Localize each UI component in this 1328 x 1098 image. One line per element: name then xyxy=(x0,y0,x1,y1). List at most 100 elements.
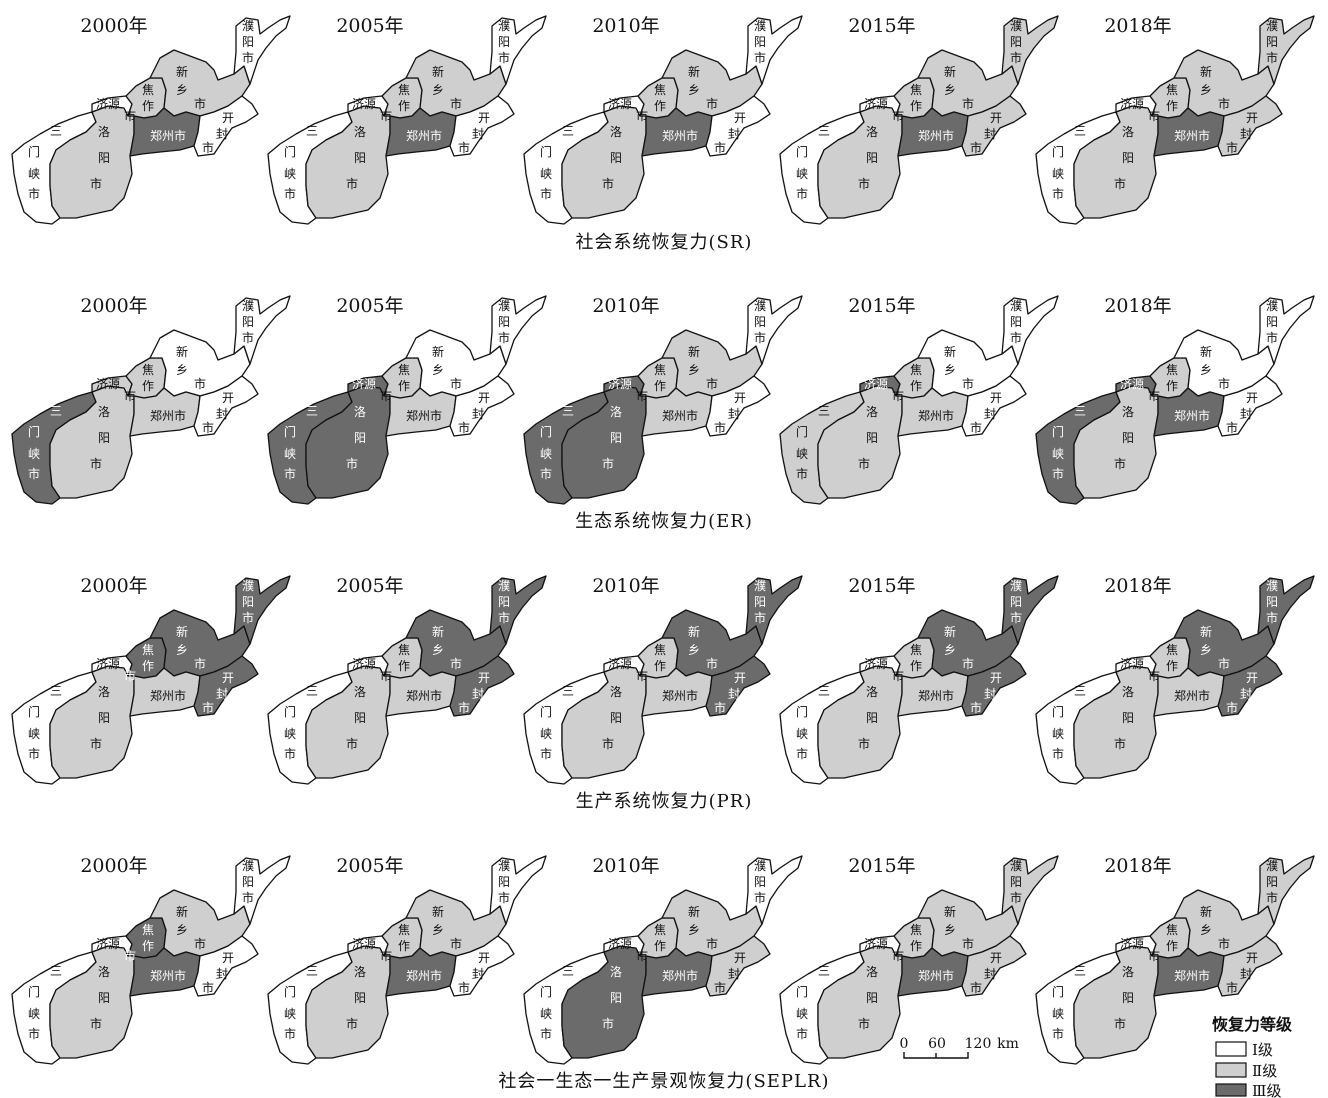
city-label-zhengzhou: 郑州市 xyxy=(918,408,954,423)
city-label-puyang: 濮 xyxy=(1266,858,1278,873)
city-label-jiaozuo: 作 xyxy=(654,939,666,953)
city-label-jiaozuo: 焦 xyxy=(398,83,410,97)
city-label-puyang: 濮 xyxy=(1010,298,1022,313)
city-label-xinxiang: 乡 xyxy=(176,83,188,97)
map-row-2: 三门峡市洛阳市济源焦作市新乡市郑州市开封市濮阳市2000年三门峡市洛阳市济源焦作… xyxy=(11,295,1315,532)
city-label-sanmenxia: 三 xyxy=(818,684,830,698)
city-label-luoyang: 阳 xyxy=(610,431,622,445)
city-label-luoyang: 洛 xyxy=(866,404,878,419)
city-label-xinxiang: 乡 xyxy=(944,83,956,97)
city-label-luoyang: 洛 xyxy=(354,684,366,699)
city-label-sanmenxia: 三 xyxy=(562,124,574,138)
city-label-jiaozuo: 作 xyxy=(910,99,922,113)
city-label-sanmenxia: 峡 xyxy=(284,447,296,461)
region-puyang xyxy=(1001,295,1059,365)
city-label-sanmenxia: 峡 xyxy=(540,167,552,181)
city-label-zhengzhou: 郑州市 xyxy=(150,128,186,143)
city-label-jiaozuo: 市 xyxy=(124,668,136,683)
city-label-luoyang: 阳 xyxy=(354,711,366,725)
city-label-puyang: 市 xyxy=(754,330,766,345)
city-label-puyang: 市 xyxy=(242,50,254,65)
city-label-puyang: 市 xyxy=(242,610,254,625)
region-puyang xyxy=(233,855,291,925)
city-label-sanmenxia: 市 xyxy=(1052,186,1064,201)
city-label-puyang: 阳 xyxy=(242,595,254,609)
city-label-kaifeng: 开 xyxy=(478,111,490,125)
region-kaifeng xyxy=(449,375,515,437)
city-label-jiaozuo: 作 xyxy=(654,379,666,393)
city-label-luoyang: 阳 xyxy=(1122,991,1134,1005)
city-label-kaifeng: 开 xyxy=(478,391,490,405)
city-label-jiaozuo: 焦 xyxy=(1166,363,1178,377)
city-label-kaifeng: 封 xyxy=(472,967,484,981)
city-label-jiyuan: 济源 xyxy=(352,656,376,671)
city-label-sanmenxia: 市 xyxy=(28,466,40,481)
city-label-luoyang: 阳 xyxy=(1122,431,1134,445)
city-label-jiaozuo: 焦 xyxy=(142,643,154,657)
city-label-jiaozuo: 市 xyxy=(380,668,392,683)
city-label-puyang: 阳 xyxy=(1010,315,1022,329)
city-label-zhengzhou: 郑州市 xyxy=(662,968,698,983)
year-label: 2010年 xyxy=(592,855,659,877)
city-label-xinxiang: 市 xyxy=(1218,936,1230,951)
city-label-sanmenxia: 峡 xyxy=(28,1007,40,1021)
city-label-jiaozuo: 作 xyxy=(1166,659,1178,673)
year-label: 2000年 xyxy=(80,855,147,877)
city-label-sanmenxia: 峡 xyxy=(796,1007,808,1021)
region-puyang xyxy=(1001,575,1059,645)
city-label-luoyang: 阳 xyxy=(1122,151,1134,165)
city-label-puyang: 市 xyxy=(754,50,766,65)
region-puyang xyxy=(1257,575,1315,645)
city-label-kaifeng: 开 xyxy=(990,111,1002,125)
city-label-jiaozuo: 市 xyxy=(1148,108,1160,123)
city-label-sanmenxia: 三 xyxy=(306,404,318,418)
city-label-xinxiang: 新 xyxy=(432,624,444,639)
region-kaifeng xyxy=(449,935,515,997)
city-label-sanmenxia: 市 xyxy=(540,1026,552,1041)
city-label-puyang: 濮 xyxy=(498,858,510,873)
city-label-jiyuan: 济源 xyxy=(1120,96,1144,111)
city-label-kaifeng: 封 xyxy=(472,127,484,141)
city-label-xinxiang: 乡 xyxy=(1200,83,1212,97)
city-label-puyang: 濮 xyxy=(498,298,510,313)
city-label-kaifeng: 封 xyxy=(1240,967,1252,981)
city-label-jiyuan: 济源 xyxy=(352,936,376,951)
city-label-xinxiang: 新 xyxy=(1200,344,1212,359)
city-label-kaifeng: 开 xyxy=(478,671,490,685)
city-label-kaifeng: 市 xyxy=(714,700,726,715)
scale-tick-120: 120 xyxy=(965,1036,992,1052)
city-label-jiaozuo: 焦 xyxy=(654,83,666,97)
city-label-jiyuan: 济源 xyxy=(96,656,120,671)
city-label-puyang: 阳 xyxy=(754,875,766,889)
city-label-xinxiang: 市 xyxy=(962,936,974,951)
city-label-kaifeng: 封 xyxy=(728,967,740,981)
city-label-jiyuan: 济源 xyxy=(864,96,888,111)
city-label-kaifeng: 封 xyxy=(1240,127,1252,141)
scale-bar: 0 60 120 km xyxy=(900,1036,1019,1059)
year-label: 2015年 xyxy=(848,15,915,37)
city-label-xinxiang: 新 xyxy=(1200,624,1212,639)
region-puyang xyxy=(233,295,291,365)
city-label-sanmenxia: 门 xyxy=(540,984,552,999)
city-label-luoyang: 市 xyxy=(1114,1016,1126,1031)
city-label-sanmenxia: 门 xyxy=(796,424,808,439)
city-label-kaifeng: 市 xyxy=(1226,420,1238,435)
city-label-sanmenxia: 三 xyxy=(818,404,830,418)
city-label-xinxiang: 市 xyxy=(1218,96,1230,111)
city-label-sanmenxia: 市 xyxy=(540,746,552,761)
city-label-jiaozuo: 焦 xyxy=(1166,923,1178,937)
city-label-xinxiang: 乡 xyxy=(1200,923,1212,937)
legend-swatch-level-1 xyxy=(1215,1041,1247,1057)
region-kaifeng xyxy=(1217,375,1283,437)
city-label-jiaozuo: 市 xyxy=(892,388,904,403)
city-label-kaifeng: 开 xyxy=(1246,951,1258,965)
city-label-kaifeng: 开 xyxy=(990,391,1002,405)
city-label-kaifeng: 开 xyxy=(990,951,1002,965)
legend: 恢复力等级 Ⅰ级 Ⅱ级 Ⅲ级 xyxy=(1212,1015,1293,1098)
city-label-zhengzhou: 郑州市 xyxy=(918,968,954,983)
city-label-sanmenxia: 门 xyxy=(28,144,40,159)
city-label-sanmenxia: 三 xyxy=(306,124,318,138)
